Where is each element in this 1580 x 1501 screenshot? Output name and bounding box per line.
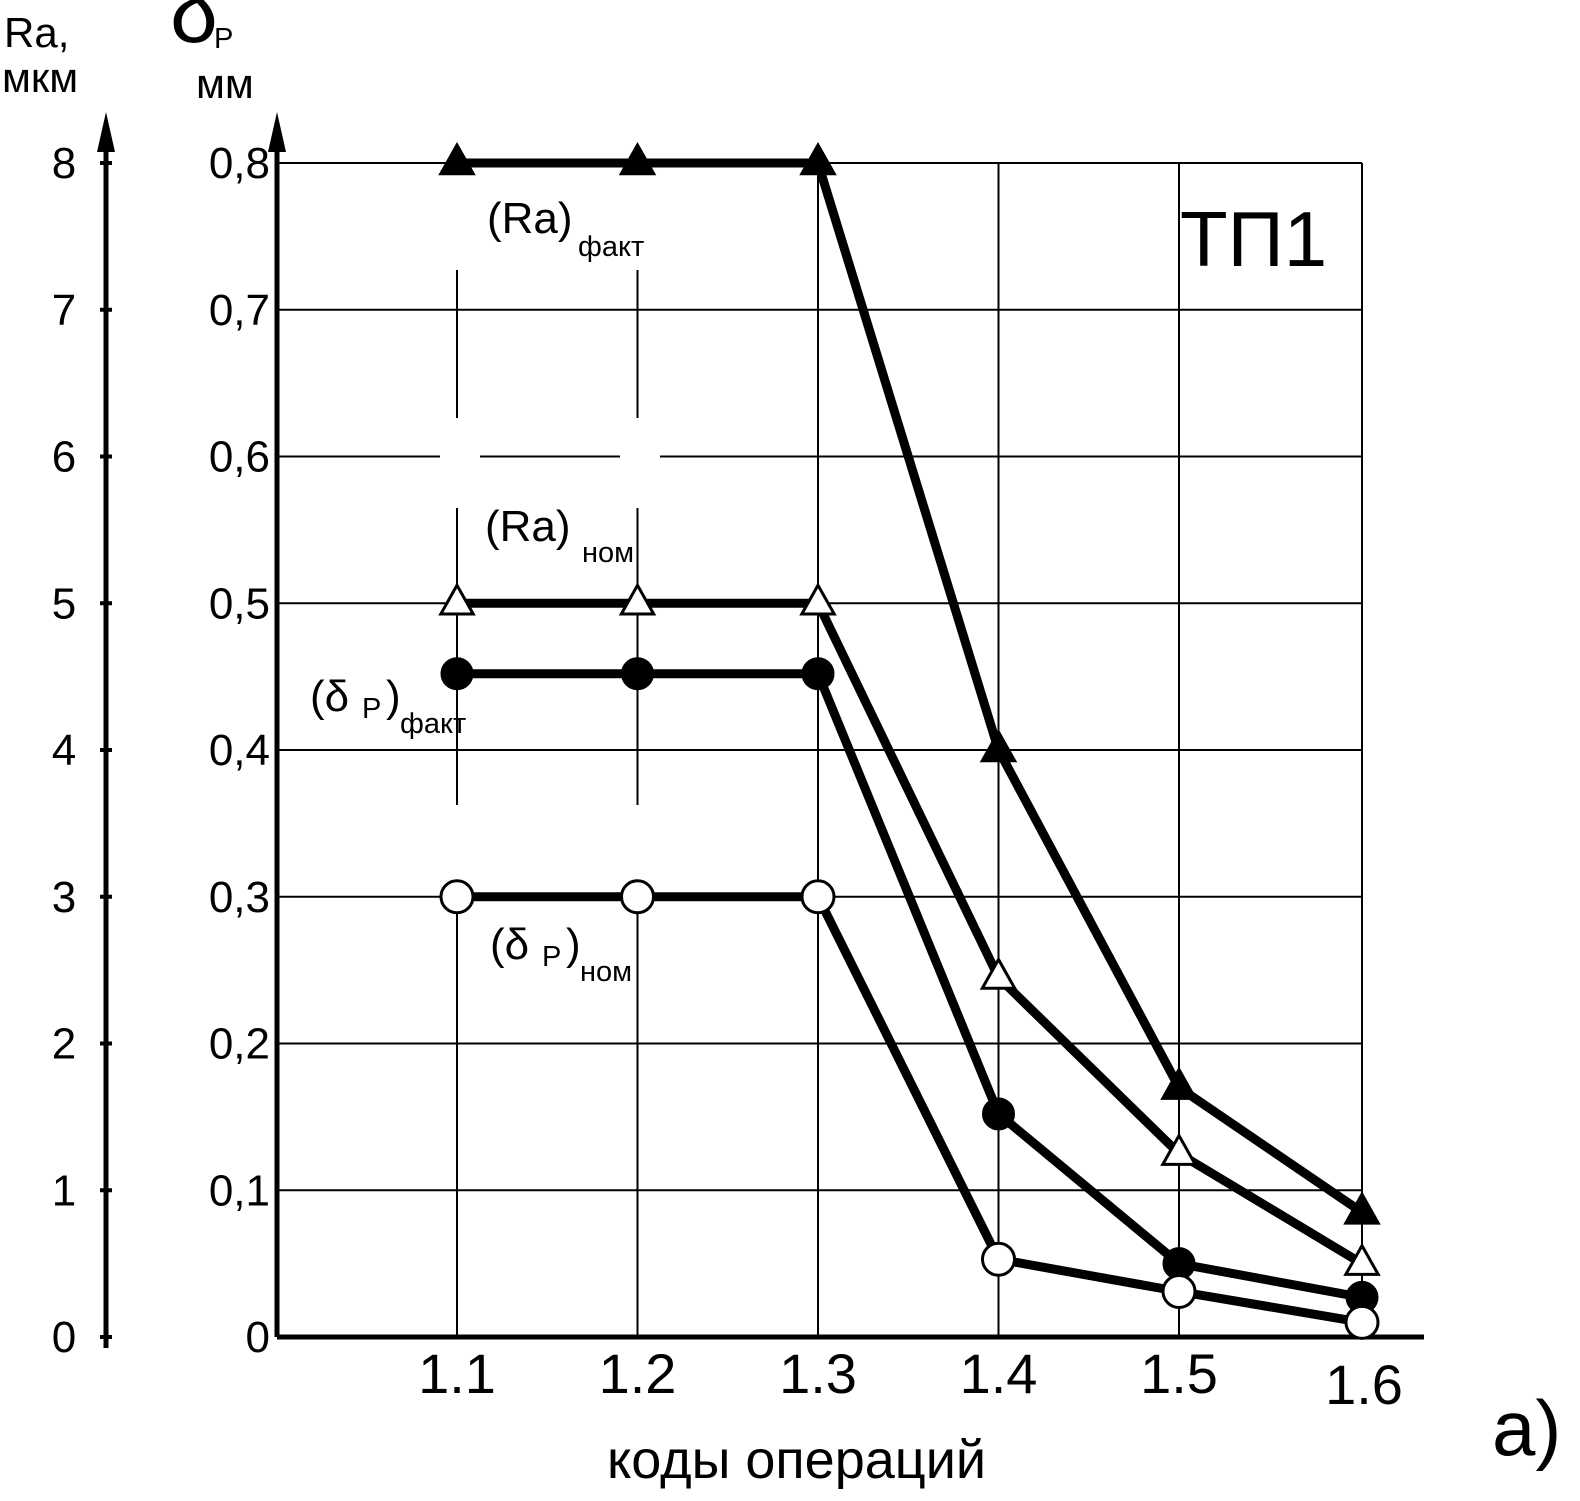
series-label-delta-nom-close: ) bbox=[566, 920, 581, 969]
series-point bbox=[800, 879, 836, 915]
ra-tick-label: 2 bbox=[52, 1020, 76, 1069]
series-point bbox=[981, 1241, 1016, 1277]
delta-axis-label: δ Р мм bbox=[170, 0, 286, 152]
series-label-delta-nom-open: (δ bbox=[490, 920, 529, 969]
label-mask bbox=[620, 250, 660, 270]
series-point bbox=[799, 141, 837, 176]
series-point bbox=[621, 657, 654, 691]
ra-tick-label: 1 bbox=[52, 1166, 76, 1215]
series-point bbox=[1161, 1274, 1197, 1310]
series-label-delta-nom-mid: Р bbox=[542, 941, 561, 973]
delta-tick-label: 0,1 bbox=[209, 1166, 270, 1215]
series-point bbox=[979, 956, 1018, 990]
series-label-ra-nom-sub: ном bbox=[582, 537, 634, 569]
series-point bbox=[439, 879, 475, 915]
series-line bbox=[457, 892, 1363, 1327]
series-label-delta-fact-sub: факт bbox=[400, 708, 466, 740]
ra-tick-label: 4 bbox=[52, 726, 76, 775]
x-tick-label: 1.2 bbox=[599, 1342, 677, 1405]
delta-tick-label: 0,8 bbox=[209, 139, 270, 188]
label-mask bbox=[440, 418, 480, 508]
delta-tick-label: 0 bbox=[246, 1313, 270, 1362]
series-point bbox=[799, 582, 837, 616]
panel-tag: ТП1 bbox=[1180, 195, 1327, 283]
delta-axis-symbol: δ bbox=[170, 0, 218, 61]
series-label-delta-fact: (δ Р ) факт bbox=[310, 672, 466, 740]
series-line bbox=[457, 598, 1365, 1268]
series-point bbox=[1160, 1132, 1198, 1166]
delta-tick-label: 0,6 bbox=[209, 433, 270, 482]
series-point bbox=[438, 141, 476, 176]
corner-label: а) bbox=[1492, 1384, 1561, 1472]
series-point bbox=[618, 141, 657, 176]
ra-axis-label-line2: мкм bbox=[2, 54, 78, 101]
delta-axis-unit: мм bbox=[196, 60, 254, 107]
series-label-delta-fact-open: (δ bbox=[310, 672, 349, 721]
series-point bbox=[982, 1097, 1015, 1131]
series-label-ra-nom: (Ra) ном bbox=[485, 502, 634, 569]
series-point bbox=[438, 582, 476, 616]
x-tick-label: 1.3 bbox=[779, 1342, 857, 1405]
series-label-ra-fact-sub: факт bbox=[578, 231, 644, 263]
ra-ticks: 0 1 2 3 4 5 6 7 8 bbox=[52, 139, 112, 1362]
ra-tick-label: 7 bbox=[52, 286, 76, 335]
x-tick-label: 1.6 bbox=[1325, 1353, 1403, 1416]
series-label-ra-fact: (Ra) факт bbox=[487, 194, 644, 263]
delta-tick-label: 0,4 bbox=[209, 726, 270, 775]
plot-area: 00,10,20,30,40,50,60,70,8 1.1 1.2 1.3 1.4 1.… bbox=[209, 139, 1424, 1416]
ra-axis-label-line1: Ra, bbox=[4, 9, 69, 56]
delta-tick-label: 0,2 bbox=[209, 1020, 270, 1069]
series-point bbox=[1343, 1242, 1381, 1276]
series-line bbox=[457, 669, 1363, 1302]
series-point bbox=[618, 582, 657, 616]
ra-tick-label: 5 bbox=[52, 579, 76, 628]
ra-tick-label: 8 bbox=[52, 139, 76, 188]
x-axis-label: коды операций bbox=[607, 1430, 986, 1490]
delta-tick-label: 0,7 bbox=[209, 286, 270, 335]
series-3 bbox=[439, 879, 1380, 1340]
series-label-delta-fact-mid: Р bbox=[362, 693, 381, 725]
x-tick-label: 1.5 bbox=[1140, 1342, 1218, 1405]
delta-axis-arrow bbox=[268, 112, 286, 152]
ra-axis: Ra, мкм 0 1 2 3 4 5 6 7 8 bbox=[2, 9, 115, 1362]
series-label-ra-fact-main: (Ra) bbox=[487, 194, 573, 243]
series-2 bbox=[440, 657, 1379, 1314]
ra-axis-arrow bbox=[97, 112, 115, 152]
series-label-delta-nom-sub: ном bbox=[580, 956, 632, 988]
label-mask bbox=[440, 250, 480, 270]
x-tick-label: 1.1 bbox=[418, 1342, 496, 1405]
series-point bbox=[620, 879, 655, 915]
x-tick-label: 1.4 bbox=[960, 1342, 1038, 1405]
delta-tick-label: 0,5 bbox=[209, 579, 270, 628]
ra-tick-label: 3 bbox=[52, 873, 76, 922]
delta-ticks: 0 0,1 0,2 0,3 0,4 0,5 0,6 0,7 0,8 bbox=[209, 139, 270, 1362]
series-point bbox=[1160, 1066, 1198, 1100]
series-line bbox=[457, 158, 1365, 1216]
series-label-ra-nom-main: (Ra) bbox=[485, 502, 571, 551]
series-point bbox=[1343, 1191, 1381, 1225]
series-point bbox=[1344, 1304, 1380, 1340]
ra-tick-label: 0 bbox=[52, 1313, 76, 1362]
series-1 bbox=[438, 582, 1381, 1276]
series-layer bbox=[438, 141, 1381, 1340]
delta-tick-label: 0,3 bbox=[209, 873, 270, 922]
series-0 bbox=[438, 141, 1381, 1225]
ra-tick-label: 6 bbox=[52, 433, 76, 482]
series-point bbox=[979, 728, 1018, 763]
series-label-delta-nom: (δ Р ) ном bbox=[490, 920, 632, 988]
series-point bbox=[801, 657, 835, 691]
series-point bbox=[440, 657, 474, 691]
label-mask bbox=[620, 418, 660, 508]
series-label-delta-fact-close: ) bbox=[386, 672, 401, 721]
delta-axis-subscript: Р bbox=[214, 23, 233, 55]
x-ticks: 1.1 1.2 1.3 1.4 1.5 1.6 bbox=[418, 1342, 1403, 1416]
